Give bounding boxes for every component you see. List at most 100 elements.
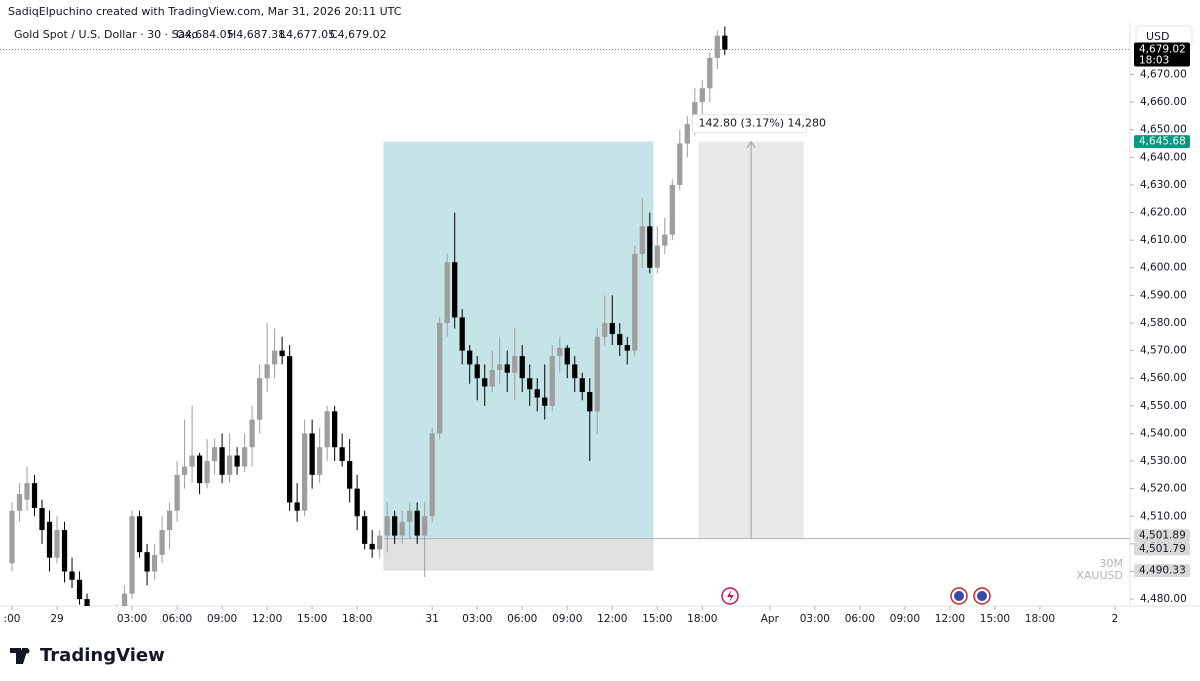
candle-body	[489, 369, 495, 387]
candle-body	[662, 234, 668, 246]
candle-body	[174, 474, 180, 511]
x-tick-label: 29	[50, 613, 63, 625]
candle-body	[84, 599, 90, 606]
candle-body	[414, 510, 420, 536]
candle-body	[136, 516, 143, 553]
x-tick-label: 12:00	[252, 613, 282, 625]
y-tick-label: 4,660.00	[1140, 96, 1187, 108]
candle-body	[324, 411, 330, 448]
y-tick-label: 4,530.00	[1140, 455, 1187, 467]
candle	[384, 502, 390, 553]
candle-body	[332, 411, 338, 448]
flag-body	[977, 591, 987, 601]
candle	[151, 543, 158, 580]
candle-body	[241, 447, 248, 467]
candle-body	[587, 392, 593, 412]
candle-body	[129, 516, 135, 594]
measure-label: 142.80 (3.17%) 14,280	[699, 117, 827, 130]
candle	[159, 516, 165, 564]
candle-body	[482, 378, 488, 387]
y-tick-label: 4,620.00	[1140, 207, 1187, 219]
candle-body	[204, 461, 210, 484]
candle	[602, 295, 608, 346]
candle-body	[354, 488, 360, 517]
candle-body	[519, 356, 525, 379]
candle	[557, 336, 563, 373]
candle-body	[39, 507, 45, 531]
candle-body	[407, 510, 413, 522]
candle	[669, 179, 675, 241]
candle-body	[54, 530, 60, 558]
candle-body	[572, 364, 578, 379]
candle-body	[639, 226, 645, 254]
brand-logo: TradingView	[10, 645, 165, 666]
candle-body	[392, 516, 398, 536]
candle	[332, 405, 338, 462]
y-tick-label: 4,600.00	[1140, 262, 1187, 274]
candle-body	[302, 433, 308, 511]
ohlc-close: C4,679.02	[330, 28, 387, 41]
candle	[317, 427, 323, 484]
candle-body	[159, 530, 165, 555]
candle-body	[602, 322, 608, 337]
candle	[279, 336, 285, 365]
candle-body	[234, 455, 240, 467]
price-label: 4,501.79	[1139, 543, 1186, 555]
candle	[422, 502, 428, 578]
candle	[459, 309, 465, 365]
candle	[24, 466, 30, 511]
candle	[324, 405, 330, 462]
candle-body	[624, 345, 630, 351]
candle-body	[256, 378, 263, 420]
price-label: 4,645.68	[1139, 136, 1186, 148]
price-label: 4,490.33	[1139, 565, 1186, 577]
candle-body	[527, 378, 533, 390]
x-tick-label: :00	[4, 613, 21, 625]
candle	[414, 502, 420, 544]
candle-body	[722, 35, 728, 50]
candle	[347, 438, 353, 503]
y-tick-label: 4,630.00	[1140, 179, 1187, 191]
candle-body	[699, 88, 705, 103]
candle	[339, 433, 345, 467]
y-tick-label: 4,570.00	[1140, 345, 1187, 357]
candle	[226, 433, 233, 484]
price-label: 4,501.89	[1139, 530, 1186, 542]
currency[interactable]: USD	[1146, 30, 1170, 43]
candle	[354, 474, 360, 531]
ohlc-open: O4,684.05	[176, 28, 234, 41]
y-tick-label: 4,610.00	[1140, 234, 1187, 246]
candle-body	[196, 455, 203, 484]
price-label-box	[1134, 564, 1190, 578]
candle	[587, 378, 593, 462]
candle	[377, 530, 383, 558]
candle-body	[594, 336, 600, 412]
candle-body	[692, 102, 698, 125]
candle	[542, 364, 548, 420]
candle	[144, 543, 150, 586]
candle	[437, 317, 443, 439]
price-label-box	[1134, 135, 1190, 149]
candle	[662, 218, 668, 254]
candle	[287, 345, 293, 511]
candle-body	[557, 347, 563, 357]
price-label-box	[1134, 529, 1190, 543]
x-tick-label: 2	[1112, 613, 1119, 625]
candle	[84, 593, 90, 606]
candle-body	[504, 364, 510, 373]
candle-body	[347, 461, 353, 489]
candle-body	[654, 245, 660, 268]
candle	[46, 510, 53, 572]
candle	[714, 30, 720, 69]
candle	[219, 433, 225, 484]
y-tick-label: 4,550.00	[1140, 400, 1187, 412]
watermark-symbol: XAUUSD	[1076, 569, 1123, 582]
candle-body	[677, 143, 683, 185]
candle	[722, 26, 728, 55]
y-tick-label: 4,480.00	[1140, 593, 1187, 605]
candle	[504, 350, 510, 393]
candle	[362, 510, 368, 550]
y-tick-label: 4,640.00	[1140, 151, 1187, 163]
candle	[609, 295, 615, 346]
candle-body	[542, 397, 548, 406]
